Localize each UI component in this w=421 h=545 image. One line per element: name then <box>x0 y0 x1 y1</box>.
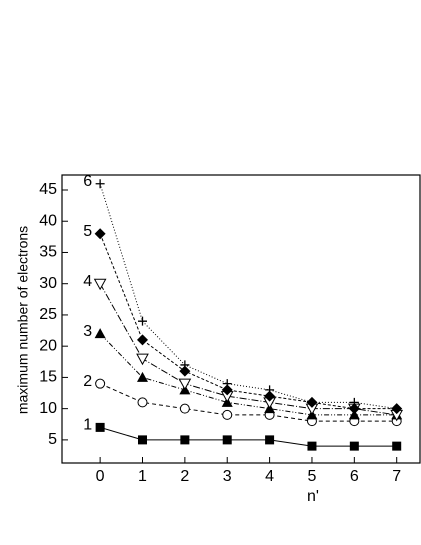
marker <box>95 422 105 432</box>
series-line <box>99 283 397 416</box>
marker <box>137 397 148 408</box>
series-label: 6 <box>83 173 92 190</box>
y-tick-label: 5 <box>48 431 57 448</box>
x-tick-label: 3 <box>223 468 232 485</box>
series-line <box>99 183 397 410</box>
marker <box>221 384 233 396</box>
series-label: 5 <box>83 223 92 240</box>
marker <box>307 441 317 451</box>
marker <box>349 397 359 407</box>
y-tick-label: 15 <box>39 369 57 386</box>
x-tick-label: 5 <box>308 468 317 485</box>
y-tick-label: 40 <box>39 212 57 229</box>
marker <box>179 403 190 414</box>
marker <box>264 390 276 402</box>
x-tick-label: 7 <box>392 468 401 485</box>
marker <box>222 379 232 389</box>
x-tick-label: 4 <box>265 468 274 485</box>
marker <box>94 328 106 339</box>
y-tick-label: 35 <box>39 244 57 261</box>
marker <box>136 353 149 366</box>
series-label: 4 <box>83 273 92 290</box>
marker <box>95 378 106 389</box>
marker <box>136 371 148 382</box>
y-tick-label: 20 <box>39 337 57 354</box>
marker <box>136 334 148 346</box>
x-tick-label: 6 <box>350 468 359 485</box>
plot-frame <box>61 174 421 464</box>
series-line <box>99 426 397 447</box>
marker <box>222 435 232 445</box>
marker <box>93 278 107 291</box>
marker <box>222 409 233 420</box>
x-tick-label: 2 <box>180 468 189 485</box>
marker <box>137 316 147 326</box>
y-tick-label: 30 <box>39 275 57 292</box>
series-line <box>99 383 397 422</box>
series-label: 1 <box>83 417 92 434</box>
marker <box>180 360 190 370</box>
marker <box>392 404 402 414</box>
marker <box>180 435 190 445</box>
series-line <box>99 333 397 416</box>
y-axis-label: maximum number of electrons <box>15 226 31 414</box>
marker <box>265 435 275 445</box>
series-label: 3 <box>83 323 92 340</box>
marker <box>95 179 105 189</box>
marker <box>179 365 191 377</box>
marker <box>349 441 359 451</box>
marker <box>178 378 192 391</box>
y-tick-label: 25 <box>39 306 57 323</box>
marker <box>265 385 275 395</box>
marker <box>348 403 360 415</box>
marker <box>307 397 317 407</box>
x-axis-label: n' <box>307 488 319 505</box>
marker <box>392 441 402 451</box>
x-tick-label: 0 <box>96 468 105 485</box>
marker <box>137 435 147 445</box>
y-tick-label: 45 <box>39 181 57 198</box>
y-tick-label: 10 <box>39 400 57 417</box>
x-tick-label: 1 <box>138 468 147 485</box>
marker <box>94 228 106 240</box>
series-label: 2 <box>83 373 92 390</box>
